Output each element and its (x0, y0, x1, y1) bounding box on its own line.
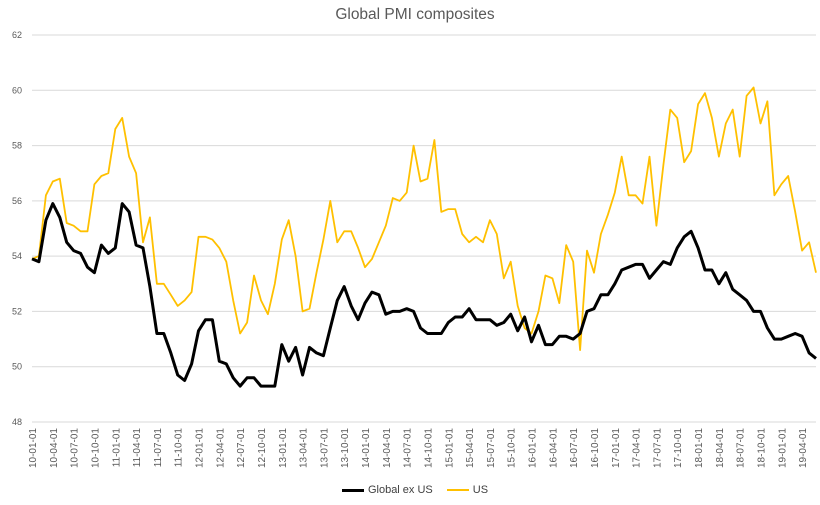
x-tick-label: 13-10-01 (340, 428, 351, 468)
x-tick-label: 10-07-01 (70, 428, 81, 468)
x-tick-label: 17-01-01 (611, 428, 622, 468)
legend-swatch-global-ex-us (341, 488, 364, 492)
legend-item-global-ex-us: Global ex US (341, 484, 433, 496)
x-tick-label: 14-01-01 (361, 428, 372, 468)
x-tick-label: 10-10-01 (90, 428, 101, 468)
y-tick-label: 60 (12, 85, 22, 95)
y-tick-label: 56 (12, 196, 22, 206)
x-tick-label: 15-07-01 (486, 428, 497, 468)
x-tick-label: 17-07-01 (652, 428, 663, 468)
y-tick-label: 54 (12, 251, 22, 261)
x-tick-label: 14-07-01 (403, 428, 414, 468)
series-line-global-ex-us (31, 202, 817, 388)
x-tick-label: 12-01-01 (195, 428, 206, 468)
x-tick-label: 10-01-01 (28, 428, 39, 468)
x-tick-label: 11-07-01 (153, 428, 164, 468)
y-tick-label: 50 (12, 362, 22, 372)
x-tick-label: 16-07-01 (569, 428, 580, 468)
x-tick-label: 13-07-01 (319, 428, 330, 468)
x-tick-label: 15-01-01 (444, 428, 455, 468)
x-tick-label: 11-10-01 (174, 428, 185, 468)
x-tick-label: 13-01-01 (278, 428, 289, 468)
x-tick-label: 18-04-01 (715, 428, 726, 468)
legend-label-us: US (472, 484, 489, 496)
y-tick-label: 62 (12, 30, 22, 40)
x-tick-label: 13-04-01 (299, 428, 310, 468)
x-tick-label: 11-01-01 (111, 428, 122, 468)
y-tick-label: 52 (12, 306, 22, 316)
x-tick-label: 18-10-01 (756, 428, 767, 468)
legend: Global ex US US (0, 484, 820, 496)
y-tick-label: 48 (12, 417, 22, 427)
x-tick-label: 18-01-01 (694, 428, 705, 468)
legend-item-us: US (446, 484, 489, 496)
series-line-us (31, 86, 817, 352)
x-tick-label: 16-10-01 (590, 428, 601, 468)
x-tick-label: 17-04-01 (632, 428, 643, 468)
x-tick-label: 17-10-01 (673, 428, 684, 468)
x-axis-ticks: 10-01-01 10-04-01 10-07-01 10-10-01 11-01-01… (28, 428, 809, 468)
x-tick-label: 16-04-01 (548, 428, 559, 468)
x-tick-label: 15-10-01 (507, 428, 518, 468)
x-tick-label: 16-01-01 (528, 428, 539, 468)
series-lines (31, 86, 817, 388)
x-tick-label: 14-10-01 (423, 428, 434, 468)
y-axis-ticks: 48 50 52 54 56 58 60 62 (12, 30, 22, 427)
x-tick-label: 19-04-01 (798, 428, 809, 468)
chart-title: Global PMI composites (335, 6, 495, 23)
x-tick-label: 10-04-01 (49, 428, 60, 468)
legend-label-global-ex-us: Global ex US (367, 484, 433, 496)
x-tick-label: 12-07-01 (236, 428, 247, 468)
x-tick-label: 18-07-01 (736, 428, 747, 468)
x-tick-label: 11-04-01 (132, 428, 143, 468)
legend-swatch-us (446, 489, 469, 491)
y-tick-label: 58 (12, 141, 22, 151)
x-tick-label: 12-10-01 (257, 428, 268, 468)
gridlines (32, 34, 816, 423)
x-tick-label: 15-04-01 (465, 428, 476, 468)
x-tick-label: 12-04-01 (215, 428, 226, 468)
x-tick-label: 14-04-01 (382, 428, 393, 468)
x-tick-label: 19-01-01 (777, 428, 788, 468)
